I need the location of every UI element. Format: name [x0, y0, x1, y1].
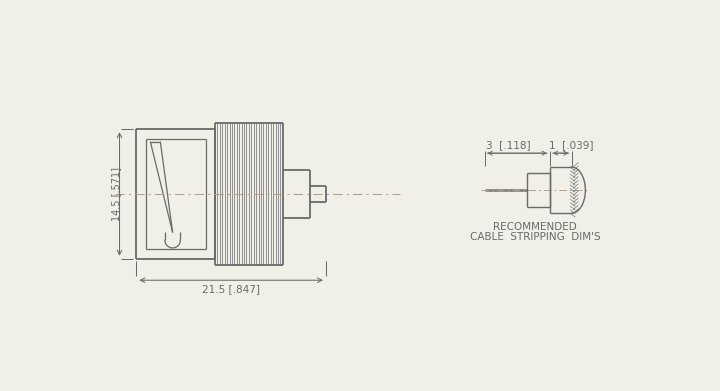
Text: 21.5 [.847]: 21.5 [.847]: [202, 284, 260, 294]
Text: CABLE  STRIPPING  DIM'S: CABLE STRIPPING DIM'S: [469, 233, 600, 242]
Text: RECOMMENDED: RECOMMENDED: [493, 222, 577, 233]
Text: 3  [.118]: 3 [.118]: [486, 140, 531, 150]
Text: 1  [.039]: 1 [.039]: [549, 140, 594, 150]
Text: 14.5 [.571]: 14.5 [.571]: [112, 167, 122, 221]
